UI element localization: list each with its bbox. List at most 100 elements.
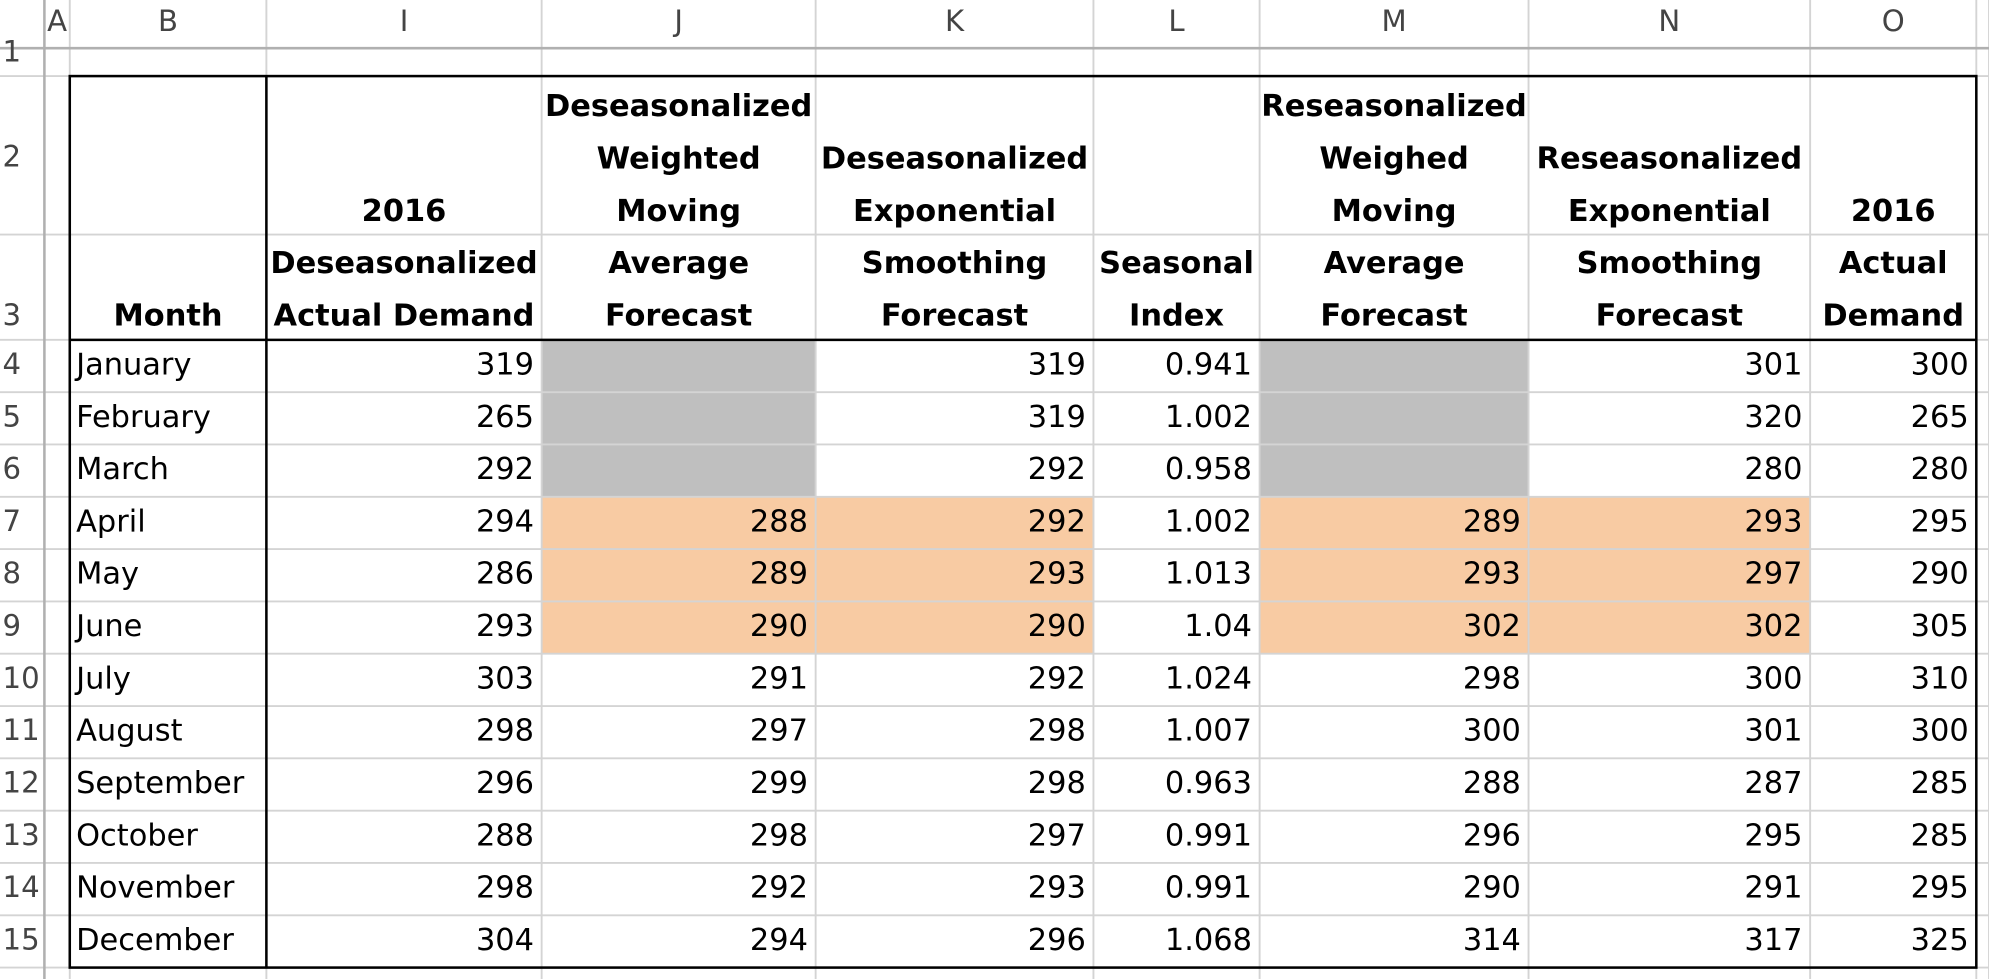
row-number[interactable]: 6 — [3, 452, 22, 486]
row-number[interactable]: 10 — [3, 661, 40, 695]
month-cell: May — [76, 557, 139, 592]
column-header: Reseasonalized — [1537, 141, 1803, 176]
row-number[interactable]: 12 — [3, 766, 40, 800]
column-letter[interactable]: K — [945, 4, 965, 38]
column-header: 2016 — [362, 194, 447, 229]
value-cell: 0.991 — [1165, 871, 1252, 906]
value-cell: 1.002 — [1165, 504, 1252, 539]
table-border — [68, 74, 1978, 969]
column-letter[interactable]: I — [400, 4, 409, 38]
value-cell: 297 — [1744, 557, 1802, 592]
value-cell: 300 — [1911, 714, 1969, 749]
column-letter[interactable]: O — [1882, 4, 1905, 38]
value-cell: 310 — [1911, 661, 1969, 696]
value-cell: 289 — [750, 557, 808, 592]
value-cell: 300 — [1911, 348, 1969, 383]
value-cell: 294 — [750, 923, 808, 958]
value-cell: 289 — [1463, 504, 1521, 539]
column-letter[interactable]: A — [47, 4, 67, 38]
column-header: Forecast — [881, 299, 1028, 334]
column-header: Index — [1129, 299, 1224, 334]
column-header: Average — [1324, 246, 1465, 281]
value-cell: 297 — [750, 714, 808, 749]
value-cell: 319 — [1028, 348, 1086, 383]
column-header: Reseasonalized — [1261, 89, 1527, 124]
row-number[interactable]: 1 — [3, 34, 22, 68]
value-cell: 302 — [1463, 609, 1521, 644]
value-cell: 292 — [476, 452, 534, 487]
column-letter[interactable]: M — [1381, 4, 1406, 38]
value-cell: 287 — [1744, 766, 1802, 801]
cell-highlight — [1527, 496, 1811, 550]
row-number[interactable]: 4 — [3, 347, 22, 381]
value-cell: 290 — [1028, 609, 1086, 644]
value-cell: 301 — [1744, 714, 1802, 749]
month-cell: April — [76, 504, 146, 539]
column-header: Deseasonalized — [270, 246, 537, 281]
month-cell: June — [74, 609, 142, 644]
column-header: Exponential — [853, 194, 1056, 229]
value-cell: 298 — [750, 818, 808, 853]
value-cell: 1.013 — [1165, 557, 1252, 592]
value-cell: 285 — [1911, 766, 1969, 801]
value-cell: 304 — [476, 923, 534, 958]
row-number[interactable]: 2 — [3, 140, 22, 174]
value-cell: 298 — [1028, 766, 1086, 801]
value-cell: 1.068 — [1165, 923, 1252, 958]
value-cell: 1.002 — [1165, 400, 1252, 435]
value-cell: 314 — [1463, 923, 1521, 958]
value-cell: 305 — [1911, 609, 1969, 644]
row-number[interactable]: 5 — [3, 399, 22, 433]
cell-shade — [541, 339, 816, 393]
value-cell: 302 — [1744, 609, 1802, 644]
row-number[interactable]: 9 — [3, 609, 22, 643]
column-header: Forecast — [1596, 299, 1743, 334]
column-letter[interactable]: N — [1658, 4, 1680, 38]
column-header: Average — [608, 246, 749, 281]
row-number[interactable]: 11 — [3, 713, 40, 747]
value-cell: 286 — [476, 557, 534, 592]
value-cell: 292 — [1028, 504, 1086, 539]
column-header: Actual — [1839, 246, 1948, 281]
row-number[interactable]: 13 — [3, 818, 40, 852]
column-header: Smoothing — [862, 246, 1048, 281]
month-cell: December — [76, 923, 234, 958]
month-cell: September — [76, 766, 245, 801]
value-cell: 265 — [1911, 400, 1969, 435]
row-number[interactable]: 8 — [3, 556, 22, 590]
month-cell: October — [76, 818, 198, 853]
row-number[interactable]: 3 — [3, 298, 22, 332]
value-cell: 0.963 — [1165, 766, 1252, 801]
month-cell: January — [74, 348, 191, 383]
value-cell: 295 — [1744, 818, 1802, 853]
value-cell: 1.007 — [1165, 714, 1252, 749]
cell-highlight — [1527, 600, 1811, 655]
value-cell: 293 — [1744, 504, 1802, 539]
value-cell: 303 — [476, 661, 534, 696]
column-letter[interactable]: L — [1168, 4, 1185, 38]
column-letter[interactable]: J — [672, 4, 683, 38]
row-number[interactable]: 15 — [3, 922, 40, 956]
value-cell: 298 — [1463, 661, 1521, 696]
value-cell: 320 — [1744, 400, 1802, 435]
cell-shade — [541, 444, 816, 497]
value-cell: 285 — [1911, 818, 1969, 853]
value-cell: 293 — [1463, 557, 1521, 592]
column-letter[interactable]: B — [158, 4, 178, 38]
column-header: Smoothing — [1577, 246, 1763, 281]
cell-highlight — [541, 548, 817, 603]
cell-highlight — [815, 600, 1095, 655]
value-cell: 299 — [750, 766, 808, 801]
column-header: Actual Demand — [274, 299, 535, 334]
value-cell: 1.024 — [1165, 661, 1252, 696]
cell-highlight — [815, 496, 1095, 550]
row-number[interactable]: 7 — [3, 504, 22, 538]
value-cell: 325 — [1911, 923, 1969, 958]
value-cell: 300 — [1463, 714, 1521, 749]
value-cell: 319 — [1028, 400, 1086, 435]
column-header: Month — [114, 299, 223, 334]
row-number[interactable]: 14 — [3, 870, 40, 904]
value-cell: 291 — [750, 661, 808, 696]
